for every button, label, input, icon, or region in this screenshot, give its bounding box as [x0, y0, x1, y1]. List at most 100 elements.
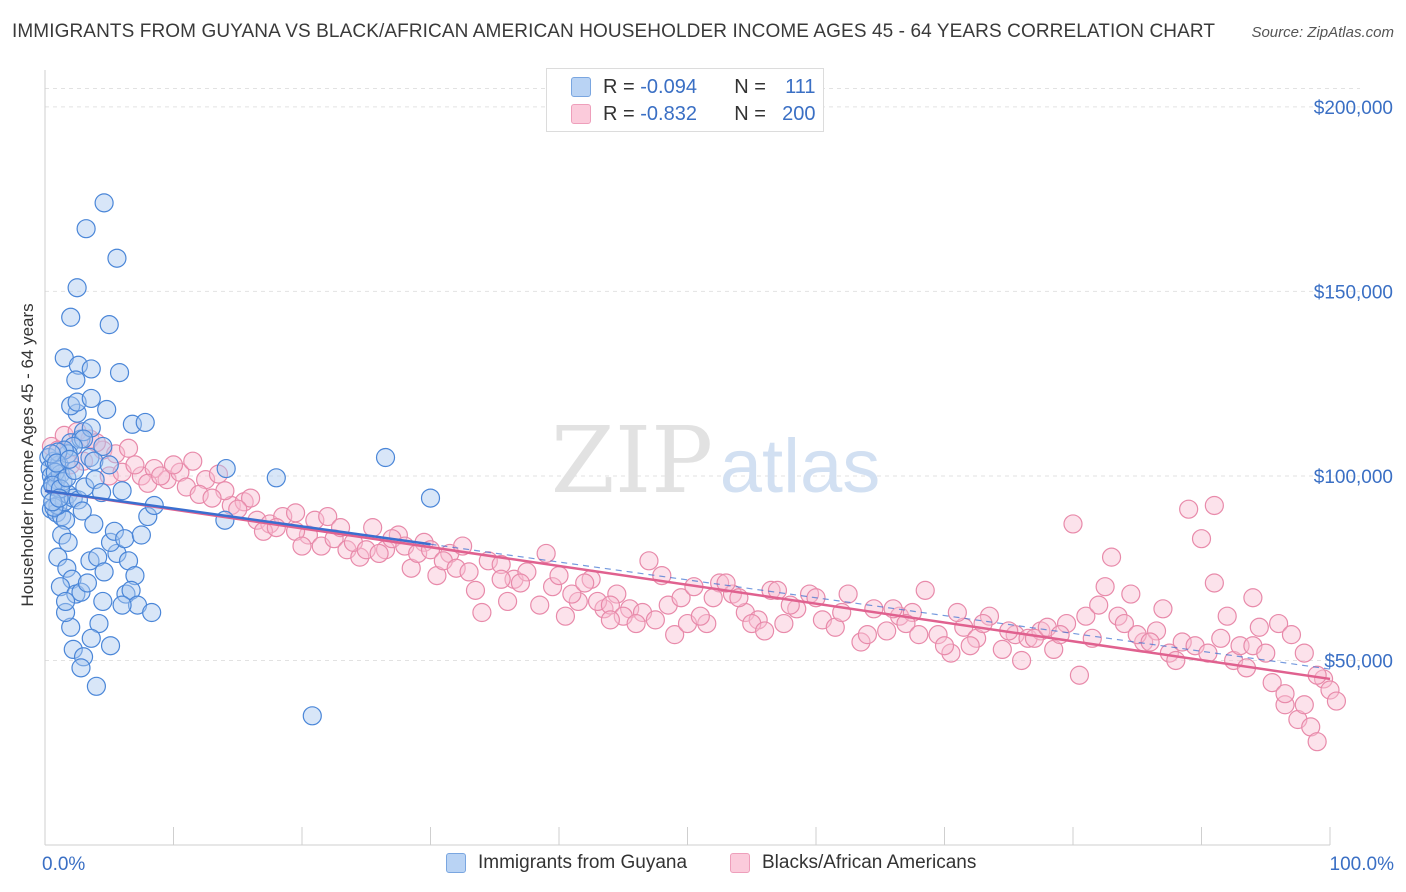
data-point-black: [774, 613, 794, 634]
data-point-black: [909, 625, 929, 645]
legend-r-value: -0.832: [640, 102, 697, 125]
data-point-black: [607, 584, 627, 604]
data-point-black: [594, 599, 614, 619]
data-point-black: [1095, 577, 1115, 597]
data-point-black: [1191, 529, 1212, 549]
data-point-guyana: [99, 315, 119, 335]
data-point-black: [896, 613, 916, 634]
series-black-african-american-points: [41, 422, 1347, 752]
data-point-black: [838, 584, 858, 604]
data-point-black: [992, 639, 1012, 660]
trend-lines: [44, 489, 1331, 681]
data-point-black: [542, 577, 563, 597]
data-point-guyana: [81, 628, 101, 648]
data-point-black: [1211, 628, 1231, 648]
data-point-guyana: [420, 488, 441, 508]
x-tick-label-max: 100.0%: [1330, 854, 1395, 875]
data-point-guyana: [59, 449, 80, 469]
data-point-black: [1262, 673, 1282, 693]
data-point-black: [716, 573, 736, 593]
data-point-black: [851, 632, 871, 652]
data-point-guyana: [107, 248, 127, 268]
data-point-black: [555, 606, 576, 626]
data-point-black: [1114, 613, 1135, 634]
data-point-black: [1140, 632, 1160, 652]
data-point-black: [1172, 632, 1192, 652]
data-point-guyana: [41, 444, 62, 464]
data-point-guyana: [71, 658, 91, 678]
data-point-guyana: [99, 455, 119, 475]
data-point-guyana: [64, 460, 85, 481]
data-point-guyana: [55, 602, 76, 623]
data-point-guyana: [67, 403, 87, 423]
data-point-black: [1294, 695, 1314, 715]
data-point-black: [864, 599, 884, 619]
data-point-black: [202, 488, 222, 508]
data-point-black: [934, 636, 955, 656]
data-point-guyana: [81, 418, 101, 438]
y-tick-label: $100,000: [1314, 467, 1393, 488]
data-point-guyana: [112, 481, 132, 501]
data-point-black: [767, 580, 788, 600]
data-point-black: [241, 488, 261, 508]
data-point-guyana: [46, 453, 67, 473]
data-point-guyana: [94, 562, 114, 582]
data-point-guyana: [109, 363, 130, 383]
data-point-black: [530, 595, 550, 615]
data-point-black: [1268, 613, 1289, 634]
data-point-black: [459, 562, 479, 582]
data-point-guyana: [57, 468, 77, 488]
data-point-guyana: [80, 447, 100, 468]
data-point-guyana: [125, 565, 145, 586]
data-point-black: [562, 584, 582, 604]
data-point-guyana: [81, 388, 101, 409]
data-point-guyana: [135, 412, 155, 433]
data-point-guyana: [142, 602, 162, 623]
data-point-guyana: [73, 647, 94, 667]
data-point-black: [600, 595, 621, 615]
data-point-guyana: [116, 584, 136, 604]
y-axis-label: Householder Income Ages 45 - 64 years: [18, 303, 37, 607]
watermark-atlas: atlas: [720, 424, 881, 509]
data-point-black: [697, 613, 717, 634]
data-point-guyana: [100, 532, 121, 552]
series-legend: Immigrants from Guyana Blacks/African Am…: [0, 852, 1406, 878]
data-point-black: [960, 636, 980, 656]
legend-item-label: Immigrants from Guyana: [478, 852, 688, 873]
tick-labels: $50,000 $100,000 $150,000 $200,000 0.0% 100.0…: [42, 98, 1394, 875]
data-point-black: [369, 543, 389, 564]
data-point-guyana: [112, 595, 132, 615]
data-point-black: [99, 466, 119, 486]
data-point-black: [491, 554, 511, 575]
data-point-black: [510, 573, 531, 593]
correlation-legend: R = -0.094 N = 111 R = -0.832 N = 200: [546, 68, 824, 132]
data-point-black: [665, 625, 685, 645]
x-tick-label-min: 0.0%: [42, 854, 85, 875]
data-point-black: [1275, 695, 1295, 715]
data-point-black: [639, 551, 659, 571]
data-point-black: [1146, 621, 1167, 641]
legend-r-value: -0.094: [640, 75, 697, 98]
data-point-black: [498, 591, 518, 612]
legend-item-black[interactable]: Blacks/African Americans: [730, 852, 976, 874]
data-point-guyana: [89, 613, 109, 634]
data-point-black: [1307, 732, 1327, 752]
data-point-guyana: [68, 355, 89, 375]
data-point-black: [600, 610, 621, 630]
legend-item-guyana[interactable]: Immigrants from Guyana: [446, 852, 687, 874]
legend-n-value: 200: [782, 102, 816, 125]
data-point-black: [1101, 547, 1122, 567]
series-guyana-points: [39, 193, 441, 726]
data-point-black: [1281, 625, 1302, 645]
data-point-guyana: [107, 543, 127, 564]
data-point-black: [941, 643, 961, 663]
data-point-black: [877, 621, 897, 641]
grid-lines: [45, 87, 1360, 661]
data-point-black: [125, 455, 145, 475]
data-point-guyana: [61, 396, 81, 416]
chart-title: IMMIGRANTS FROM GUYANA VS BLACK/AFRICAN …: [12, 21, 1216, 42]
data-point-black: [915, 580, 935, 600]
legend-swatch-pink: [571, 104, 591, 124]
data-point-guyana: [94, 193, 114, 213]
